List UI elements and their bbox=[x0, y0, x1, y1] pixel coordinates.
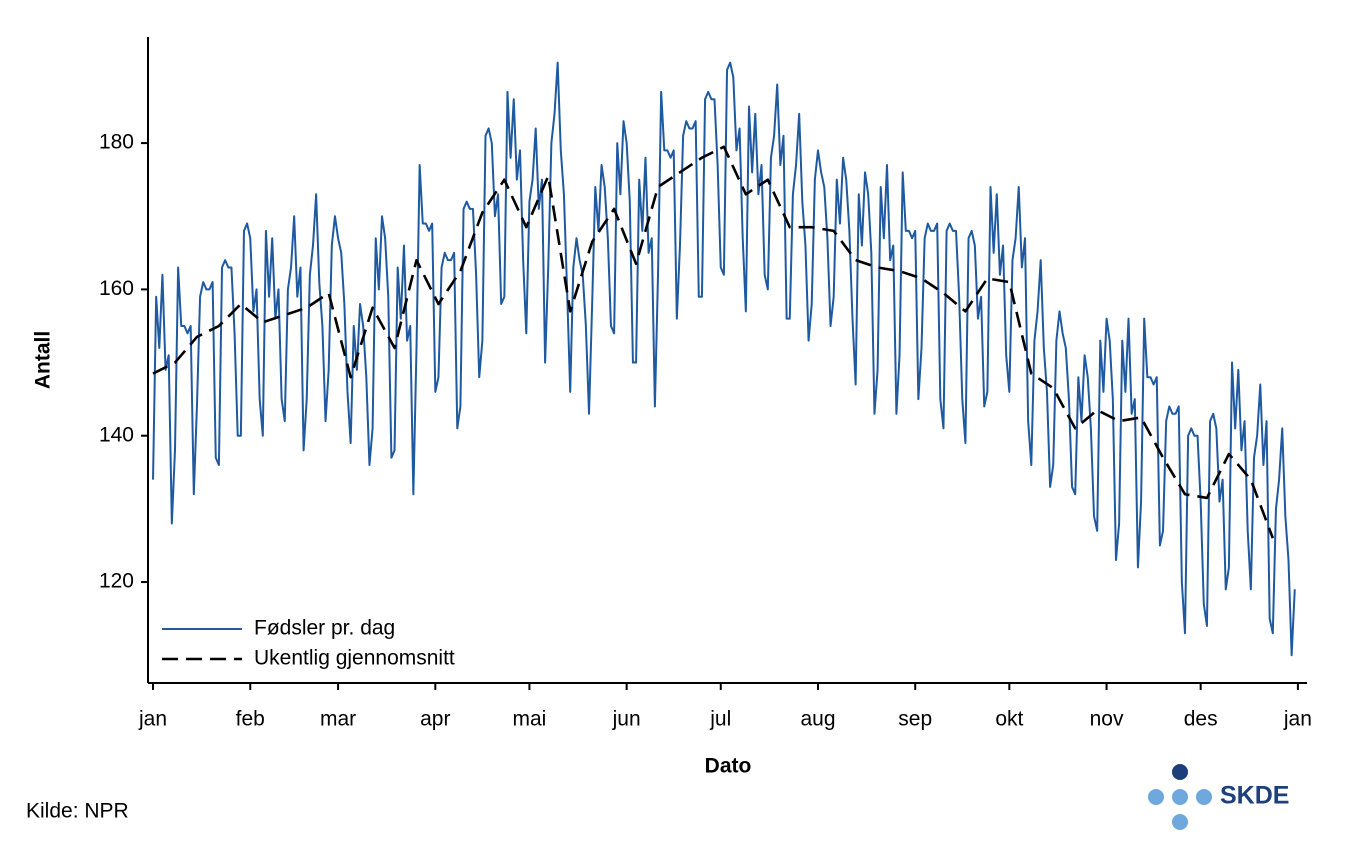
series-line bbox=[152, 145, 1275, 539]
y-axis-label: Antall bbox=[32, 331, 55, 389]
x-axis-label: Dato bbox=[705, 755, 752, 778]
x-tick-label: jul bbox=[709, 708, 731, 731]
x-tick-label: nov bbox=[1090, 708, 1124, 731]
series-line bbox=[152, 61, 1296, 657]
x-tick-label: des bbox=[1184, 708, 1218, 731]
y-tick-label: 180 bbox=[99, 131, 134, 154]
legend: Fødsler pr. dag Ukentlig gjennomsnitt bbox=[162, 617, 455, 670]
x-tick-label: jun bbox=[612, 708, 641, 731]
logo-dot bbox=[1172, 789, 1188, 805]
x-tick-label: sep bbox=[898, 708, 932, 731]
x-tick-label: aug bbox=[800, 708, 835, 731]
x-tick-label: okt bbox=[995, 708, 1023, 731]
x-tick-label: feb bbox=[236, 708, 265, 731]
logo-dot bbox=[1196, 789, 1212, 805]
x-tick-label: mar bbox=[320, 708, 356, 731]
logo-dot bbox=[1172, 814, 1188, 830]
x-tick-label: jan bbox=[1283, 708, 1312, 731]
y-tick-label: 160 bbox=[99, 277, 134, 300]
logo-text: SKDE bbox=[1220, 782, 1289, 810]
legend-label: Fødsler pr. dag bbox=[254, 617, 395, 640]
y-tick-label: 120 bbox=[99, 570, 134, 593]
logo: SKDE bbox=[1148, 764, 1289, 830]
x-tick-label: apr bbox=[420, 708, 450, 731]
x-tick-label: jan bbox=[138, 708, 167, 731]
y-tick-label: 140 bbox=[99, 423, 134, 446]
source: Kilde: NPR bbox=[26, 800, 129, 823]
logo-dot bbox=[1148, 789, 1164, 805]
x-tick-label: mai bbox=[512, 708, 546, 731]
logo-dot bbox=[1172, 764, 1188, 780]
legend-label: Ukentlig gjennomsnitt bbox=[254, 647, 455, 670]
